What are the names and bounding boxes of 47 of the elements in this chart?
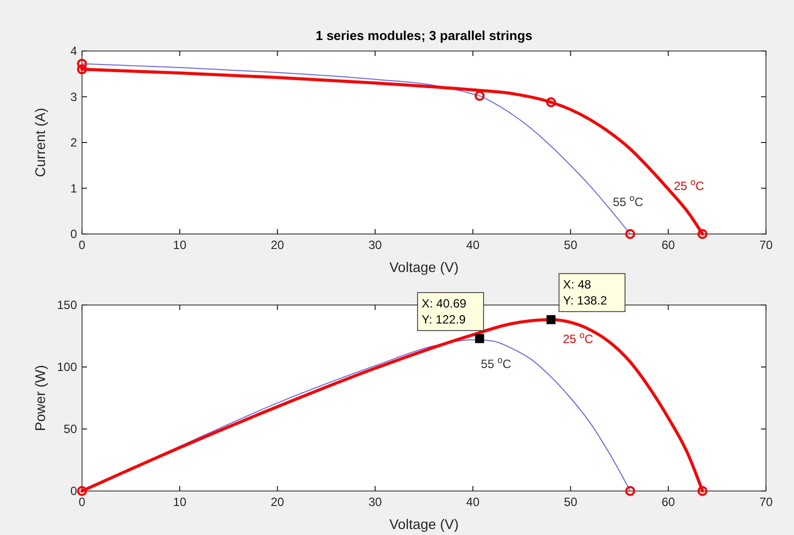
x-tick-label: 10 [173, 238, 187, 252]
y-tick-label: 150 [56, 298, 78, 312]
x-tick-label: 0 [78, 238, 86, 252]
x-tick-label: 60 [662, 238, 676, 252]
annotation: X: 48 Y: 138.2 [563, 278, 608, 308]
point [625, 486, 636, 496]
series-label: 25 $^{o}$C [674, 177, 705, 193]
y-tick-label: 1 [70, 181, 78, 196]
chart-title: 1 series modules; 3 parallel strings [316, 28, 532, 43]
point [475, 334, 484, 344]
series-label: 25 $^{o}$C [562, 330, 594, 346]
x-tick-label: 10 [173, 495, 187, 509]
x-tick-label: 20 [270, 495, 284, 509]
y-tick-label: 2 [70, 136, 78, 150]
point [625, 229, 636, 239]
y-tick-label: 0 [70, 484, 78, 498]
y-axis-title: Power (W) [32, 364, 48, 432]
x-tick-label: 70 [759, 238, 773, 252]
x-axis-title: Voltage (V) [389, 516, 459, 532]
y-axis-title: Current (A) [32, 108, 48, 178]
x-tick-label: 50 [564, 495, 578, 509]
x-tick-label: 40 [466, 238, 480, 252]
y-tick-label: 4 [70, 44, 78, 58]
point [546, 97, 556, 108]
x-tick-label: 0 [78, 495, 86, 509]
x-tick-label: 30 [368, 495, 382, 509]
point [546, 315, 556, 324]
x-tick-label: 40 [466, 495, 480, 509]
point [697, 486, 708, 496]
point [77, 64, 87, 74]
annotation: X: 40.69 Y: 122.9 [422, 296, 467, 327]
x-tick-label: 60 [662, 495, 676, 509]
y-tick-label: 50 [64, 422, 78, 436]
x-tick-label: 30 [368, 238, 382, 252]
series-label: 55 $^{o}$C [612, 193, 644, 209]
point [77, 486, 87, 496]
point [474, 90, 485, 101]
point [697, 229, 708, 239]
x-tick-label: 70 [759, 495, 773, 509]
y-tick-label: 3 [70, 90, 78, 104]
x-tick-label: 50 [564, 238, 578, 252]
x-axis-title: Voltage (V) [389, 259, 459, 275]
x-tick-label: 20 [270, 238, 284, 252]
y-tick-label: 100 [56, 360, 78, 374]
y-tick-label: 0 [70, 227, 78, 241]
series-label: 55 $^{o}$C [480, 355, 512, 371]
point [77, 58, 87, 69]
